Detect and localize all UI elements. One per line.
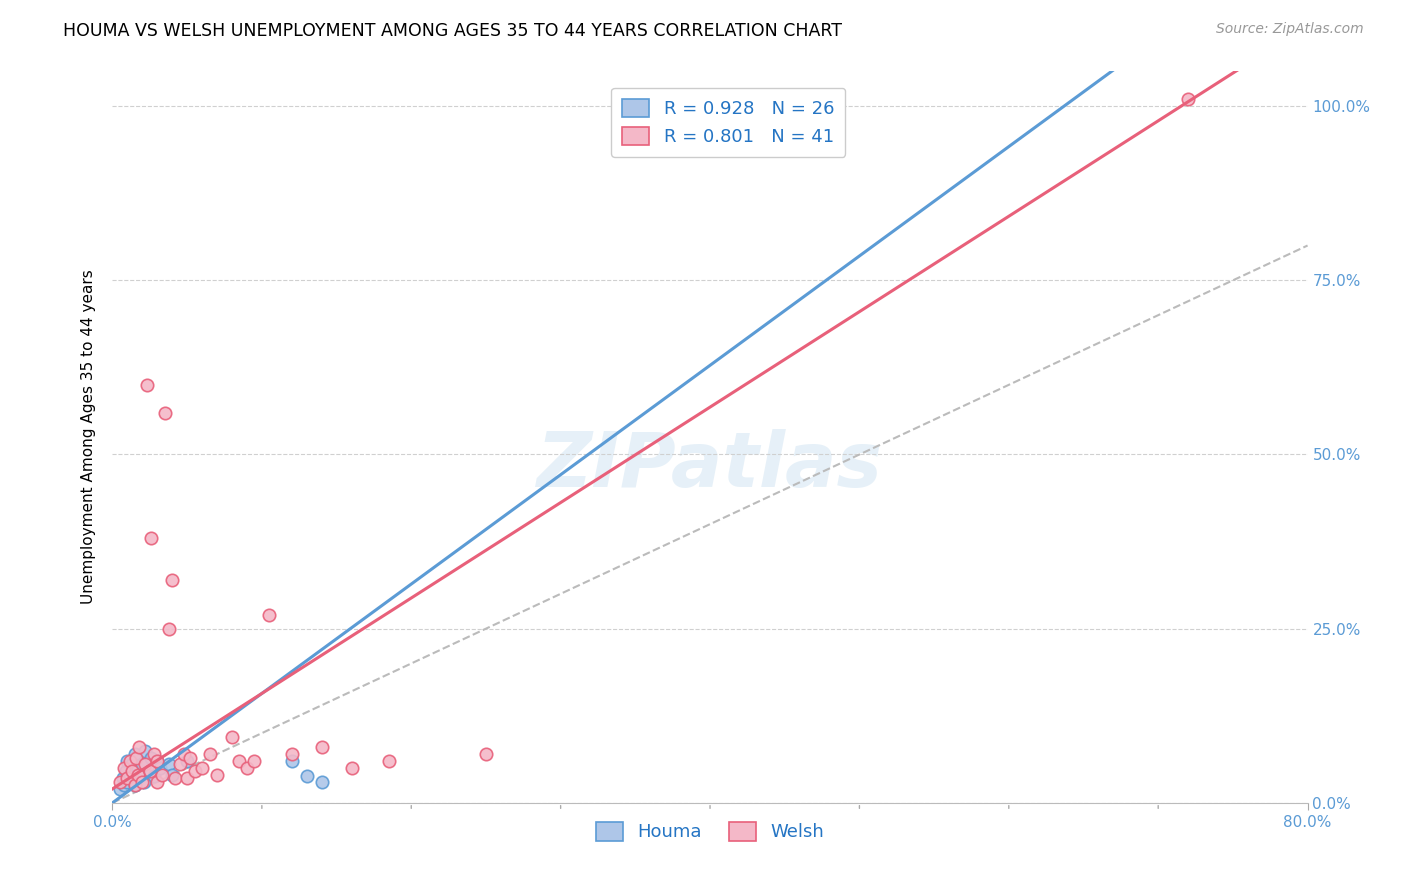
Point	[191, 761, 214, 775]
Point	[198, 747, 221, 761]
Point	[157, 622, 180, 636]
Point	[146, 754, 169, 768]
Point	[139, 764, 162, 779]
Point	[117, 754, 139, 768]
Point	[131, 757, 153, 772]
Point	[311, 775, 333, 789]
Point	[340, 761, 363, 775]
Point	[134, 757, 156, 772]
Point	[176, 754, 198, 768]
Point	[281, 754, 304, 768]
Point	[135, 377, 157, 392]
Point	[128, 740, 150, 755]
Point	[1177, 92, 1199, 106]
Point	[127, 761, 149, 775]
Point	[157, 757, 180, 772]
Point	[132, 775, 155, 789]
Point	[117, 775, 139, 789]
Point	[111, 772, 134, 786]
Point	[117, 772, 139, 786]
Point	[134, 743, 156, 757]
Point	[259, 607, 281, 622]
Point	[120, 754, 142, 768]
Point	[120, 768, 142, 782]
Point	[146, 775, 169, 789]
Point	[141, 531, 163, 545]
Text: ZIPatlas: ZIPatlas	[537, 429, 883, 503]
Legend: Houma, Welsh: Houma, Welsh	[589, 814, 831, 848]
Point	[475, 747, 498, 761]
Point	[165, 772, 187, 786]
Point	[108, 781, 131, 796]
Point	[243, 754, 266, 768]
Point	[205, 768, 228, 782]
Point	[115, 764, 138, 779]
Point	[221, 730, 243, 744]
Point	[150, 768, 173, 782]
Point	[114, 761, 135, 775]
Point	[125, 750, 148, 764]
Point	[149, 761, 172, 775]
Y-axis label: Unemployment Among Ages 35 to 44 years: Unemployment Among Ages 35 to 44 years	[80, 269, 96, 605]
Point	[179, 750, 201, 764]
Point	[124, 747, 146, 761]
Point	[143, 769, 166, 783]
Point	[183, 764, 205, 779]
Point	[121, 757, 143, 772]
Point	[295, 769, 318, 783]
Point	[162, 768, 183, 782]
Point	[127, 768, 149, 782]
Point	[131, 775, 153, 789]
Text: HOUMA VS WELSH UNEMPLOYMENT AMONG AGES 35 TO 44 YEARS CORRELATION CHART: HOUMA VS WELSH UNEMPLOYMENT AMONG AGES 3…	[63, 22, 842, 40]
Point	[128, 769, 150, 783]
Point	[169, 757, 191, 772]
Point	[108, 775, 131, 789]
Point	[121, 764, 143, 779]
Point	[141, 750, 163, 764]
Point	[173, 747, 195, 761]
Point	[114, 778, 135, 792]
Point	[153, 406, 176, 420]
Point	[228, 754, 250, 768]
Point	[378, 754, 401, 768]
Point	[236, 761, 259, 775]
Point	[162, 573, 183, 587]
Point	[176, 772, 198, 786]
Point	[281, 747, 304, 761]
Point	[146, 754, 169, 768]
Point	[124, 778, 146, 792]
Text: Source: ZipAtlas.com: Source: ZipAtlas.com	[1216, 22, 1364, 37]
Point	[139, 764, 162, 779]
Point	[311, 740, 333, 755]
Point	[143, 747, 166, 761]
Point	[124, 778, 146, 792]
